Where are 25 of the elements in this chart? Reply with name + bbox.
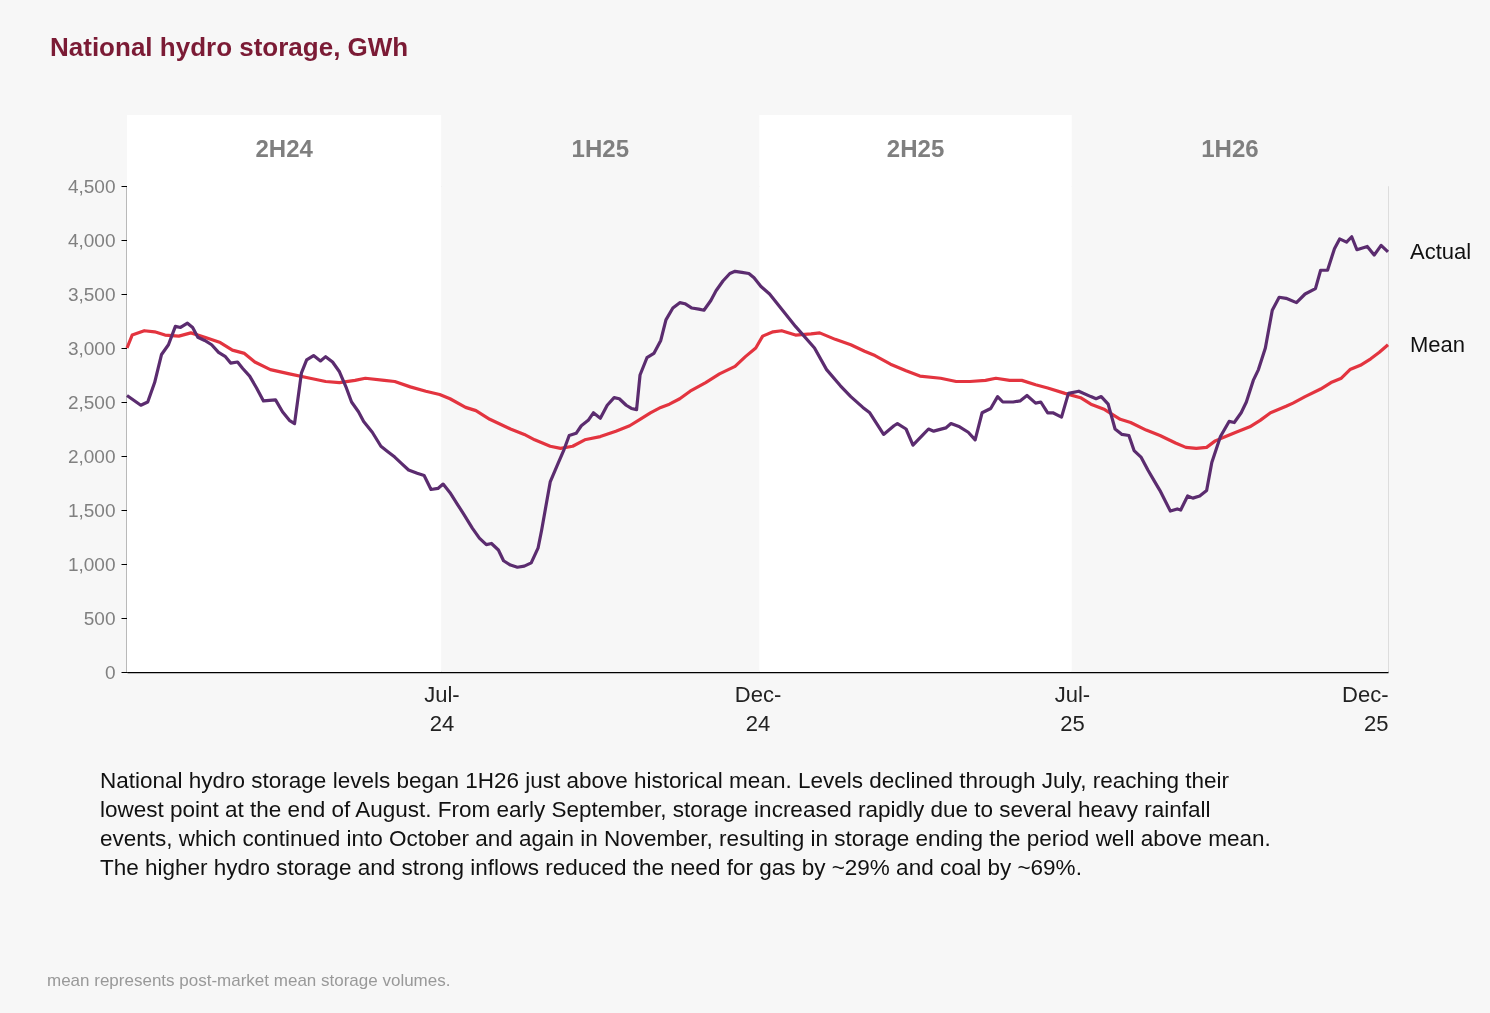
y-tick-label: 2,000 (67, 445, 116, 467)
band-label: 2H24 (255, 135, 314, 162)
band-label: 1H26 (1201, 135, 1259, 162)
y-tick-label: 500 (83, 607, 116, 629)
text: National hydro storage levels began 1H26 just above historical mean. Levels declined through July, reaching their lowest point at the end of August. From early September, storage increased rapidly due to several heavy rainfall events, which continued into October and again in November, resulting in storage ending the period well above mean. The higher hydro storage and strong inflows reduced the need for gas by ~29% and coal by ~69%. (100, 768, 1271, 880)
y-tick-label: 0 (104, 661, 116, 683)
y-tick-label: 2,500 (67, 391, 116, 413)
x-tick-label: Dec-24 (734, 681, 782, 736)
y-tick-label: 1,500 (67, 499, 116, 521)
chart-title: National hydro storage, GWh (50, 32, 409, 62)
series-label: Actual (1410, 238, 1472, 264)
y-tick-label: 3,000 (67, 337, 116, 359)
band-label: 2H25 (886, 135, 945, 162)
y-tick-label: 4,000 (67, 229, 116, 251)
y-tick-label: 3,500 (67, 283, 116, 305)
x-tick-label: Jul-25 (1054, 681, 1091, 736)
y-tick-label: 1,000 (67, 553, 116, 575)
series-label: Mean (1410, 331, 1466, 357)
line-series (125, 329, 1390, 451)
band-label: 1H25 (571, 135, 629, 162)
x-tick-label: Jul-24 (424, 681, 460, 736)
line-series (125, 235, 1390, 569)
y-tick-label: 4,500 (67, 175, 116, 197)
x-tick-label: Dec-25 (1342, 681, 1389, 736)
text: mean represents post-market mean storage volumes. (47, 971, 451, 990)
